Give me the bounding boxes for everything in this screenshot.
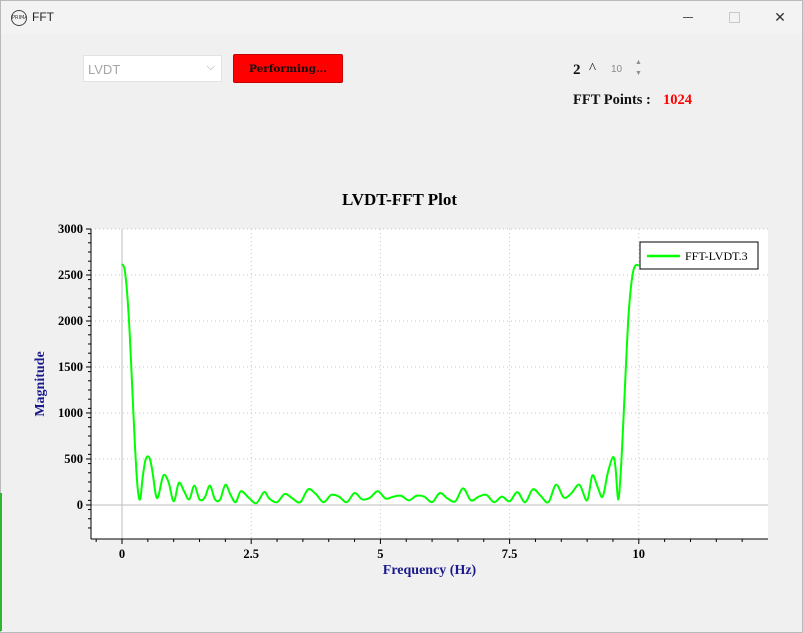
x-tick-label: 5: [377, 547, 383, 561]
title-bar[interactable]: PRIMA FFT ✕: [1, 1, 802, 34]
x-tick-label: 0: [119, 547, 125, 561]
sensor-select[interactable]: LVDT ⌵: [83, 55, 222, 82]
exponent-spinbox[interactable]: 10 ▲ ▼: [605, 59, 645, 81]
y-tick-label: 1000: [58, 406, 83, 420]
app-logo-icon: PRIMA: [11, 10, 27, 26]
power-caret: ^: [589, 61, 597, 77]
x-tick-label: 10: [633, 547, 646, 561]
background-window-edge: [0, 493, 2, 631]
fft-points-label: FFT Points :: [573, 92, 651, 108]
chart-title: LVDT-FFT Plot: [342, 190, 457, 209]
y-tick-label: 500: [64, 452, 83, 466]
power-base: 2: [573, 62, 581, 78]
spin-down-icon[interactable]: ▼: [635, 70, 642, 77]
maximize-icon: [728, 12, 740, 23]
x-tick-label: 7.5: [502, 547, 518, 561]
y-tick-label: 1500: [58, 360, 83, 374]
maximize-button[interactable]: [711, 1, 757, 34]
close-button[interactable]: ✕: [757, 1, 803, 34]
spin-up-icon[interactable]: ▲: [635, 59, 642, 66]
minimize-icon: [683, 17, 693, 18]
minimize-button[interactable]: [665, 1, 711, 34]
exponent-value[interactable]: 10: [611, 64, 623, 75]
fft-chart: 0 500 1000 1500 2000 2500 3000 0 2.5 5 7.5 10 LVDT-F…: [33, 190, 768, 578]
series-line-fft-lvdt-3: [121, 263, 640, 505]
y-tick-label: 2000: [58, 314, 83, 328]
legend-entry-label: FFT-LVDT.3: [685, 249, 748, 263]
x-tick-label: 2.5: [243, 547, 259, 561]
y-tick-label: 2500: [58, 268, 83, 282]
y-tick-label: 3000: [58, 222, 83, 236]
plot-area: [91, 229, 768, 539]
sensor-select-value: LVDT: [88, 62, 121, 77]
close-icon: ✕: [774, 9, 786, 25]
y-axis-label: Magnitude: [33, 351, 48, 416]
fft-points-value: 1024: [663, 92, 692, 108]
chevron-down-icon: ⌵: [206, 61, 215, 73]
window-title: FFT: [32, 10, 54, 24]
y-tick-label: 0: [77, 498, 83, 512]
perform-button[interactable]: Performing...: [233, 54, 343, 83]
x-axis-label: Frequency (Hz): [383, 563, 477, 578]
